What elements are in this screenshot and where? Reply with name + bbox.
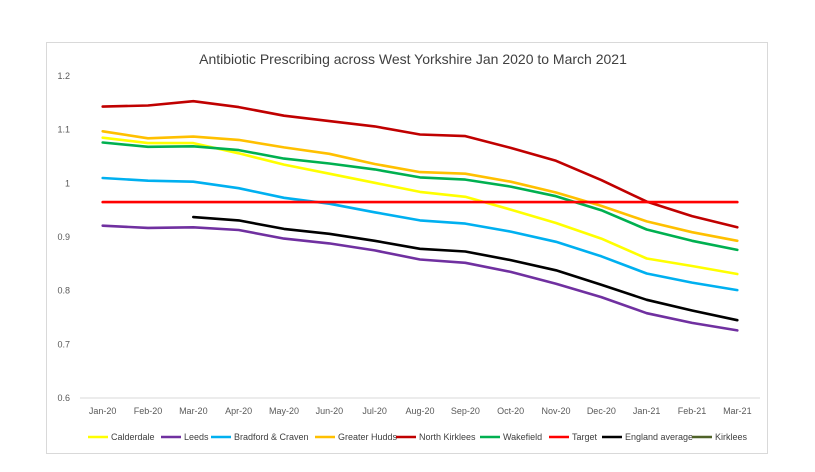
series-england-average bbox=[192, 215, 739, 322]
legend-item: North Kirklees bbox=[396, 432, 476, 442]
axes: 0.6 0.7 0.8 0.9 1 1.1 1.2 Jan-20 Feb-20 Mar-20 Apr… bbox=[57, 71, 760, 416]
y-tick-label: 0.8 bbox=[57, 286, 70, 296]
legend-label: Target bbox=[572, 432, 598, 442]
legend: Calderdale Leeds Bradford & Craven Greater … bbox=[88, 432, 748, 442]
x-tick-label: Jan-20 bbox=[89, 406, 117, 416]
series-line bbox=[101, 224, 739, 332]
legend-label: North Kirklees bbox=[419, 432, 476, 442]
series-line bbox=[101, 176, 739, 292]
series-wakefield bbox=[101, 141, 739, 252]
x-tick-label: May-20 bbox=[269, 406, 299, 416]
series-line bbox=[192, 215, 739, 322]
x-tick-label: Jul-20 bbox=[362, 406, 387, 416]
x-tick-label: Jan-21 bbox=[633, 406, 661, 416]
series-calderdale bbox=[101, 136, 739, 276]
legend-label: Calderdale bbox=[111, 432, 155, 442]
x-tick-label: Sep-20 bbox=[451, 406, 480, 416]
legend-label: Leeds bbox=[184, 432, 209, 442]
x-tick-label: Mar-20 bbox=[179, 406, 208, 416]
legend-item: England average bbox=[602, 432, 693, 442]
legend-label: Kirklees bbox=[715, 432, 748, 442]
legend-label: Wakefield bbox=[503, 432, 542, 442]
y-tick-label: 1.2 bbox=[57, 71, 70, 81]
x-tick-label: Feb-20 bbox=[134, 406, 163, 416]
y-tick-label: 1 bbox=[65, 178, 70, 188]
y-tick-label: 0.7 bbox=[57, 339, 70, 349]
x-tick-label: Dec-20 bbox=[587, 406, 616, 416]
chart-title: Antibiotic Prescribing across West Yorks… bbox=[199, 51, 627, 67]
series-leeds bbox=[101, 224, 739, 332]
legend-item: Calderdale bbox=[88, 432, 155, 442]
legend-item: Bradford & Craven bbox=[211, 432, 309, 442]
series-line bbox=[101, 141, 739, 252]
series-north-kirklees bbox=[101, 99, 739, 229]
x-tick-label: Nov-20 bbox=[541, 406, 570, 416]
legend-item: Leeds bbox=[161, 432, 209, 442]
legend-item: Wakefield bbox=[480, 432, 542, 442]
y-tick-label: 1.1 bbox=[57, 125, 70, 135]
series-line bbox=[101, 130, 739, 243]
y-tick-label: 0.6 bbox=[57, 393, 70, 403]
legend-item: Greater Hudds bbox=[315, 432, 398, 442]
x-tick-label: Apr-20 bbox=[225, 406, 252, 416]
y-tick-label: 0.9 bbox=[57, 232, 70, 242]
x-tick-label: Aug-20 bbox=[405, 406, 434, 416]
x-tick-label: Jun-20 bbox=[316, 406, 344, 416]
legend-label: Bradford & Craven bbox=[234, 432, 309, 442]
chart-frame bbox=[46, 42, 768, 454]
legend-item: Target bbox=[549, 432, 598, 442]
series-greater-hudds bbox=[101, 130, 739, 243]
series-bradford-craven bbox=[101, 176, 739, 292]
x-tick-label: Oct-20 bbox=[497, 406, 524, 416]
x-tick-label: Mar-21 bbox=[723, 406, 752, 416]
legend-label: Greater Hudds bbox=[338, 432, 398, 442]
series-line bbox=[101, 99, 739, 229]
series-line bbox=[101, 136, 739, 276]
series-lines bbox=[101, 99, 739, 332]
x-tick-label: Feb-21 bbox=[678, 406, 707, 416]
legend-item: Kirklees bbox=[692, 432, 748, 442]
legend-label: England average bbox=[625, 432, 693, 442]
